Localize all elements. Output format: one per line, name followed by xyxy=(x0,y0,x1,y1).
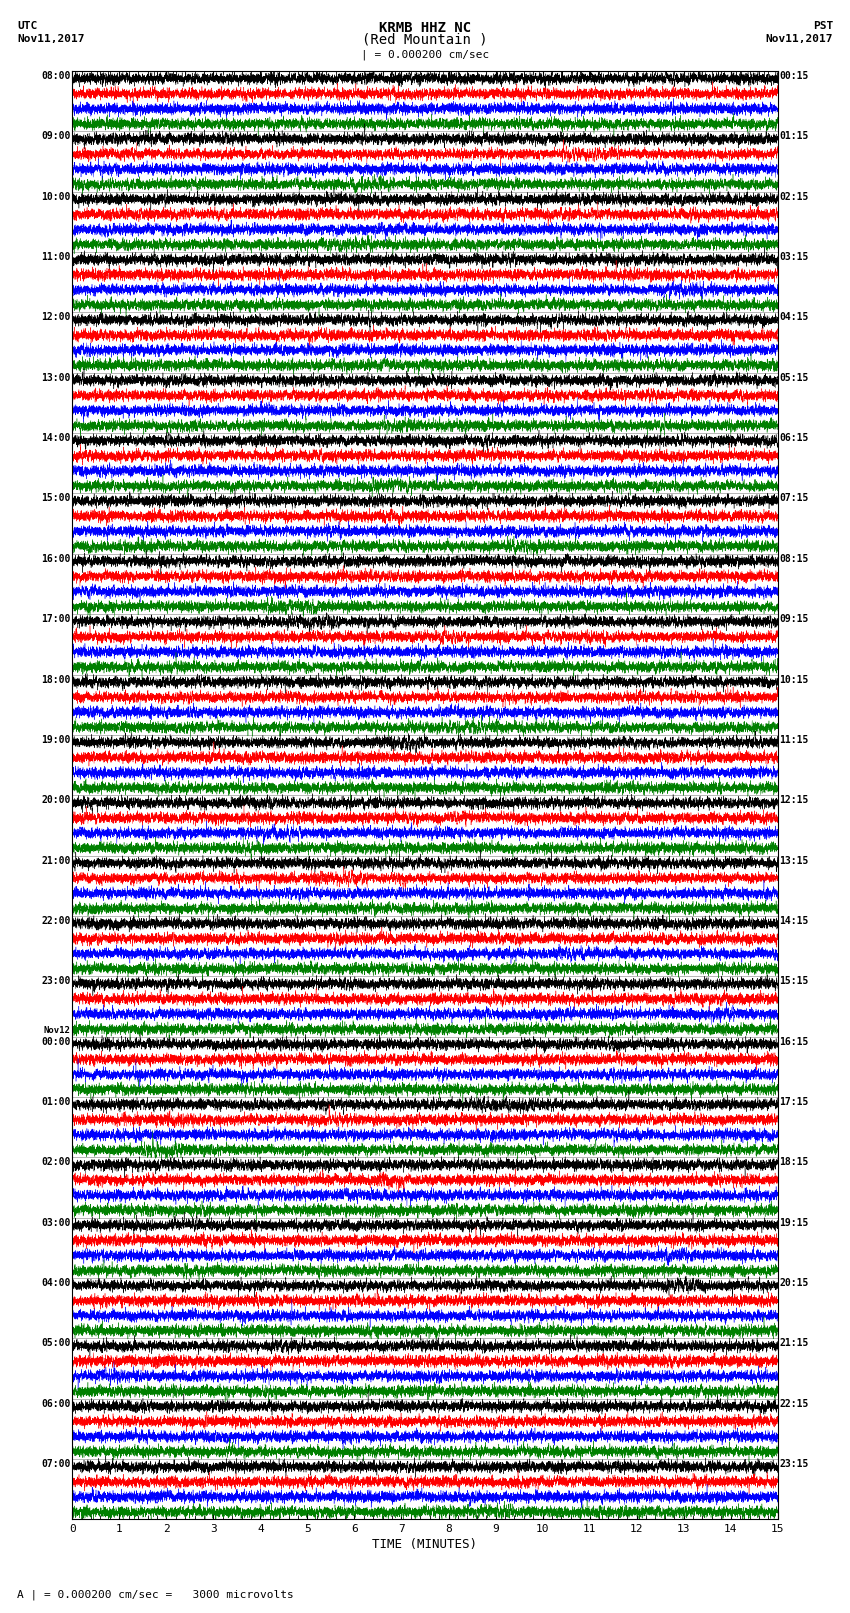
Text: 09:15: 09:15 xyxy=(779,615,808,624)
Text: 08:00: 08:00 xyxy=(42,71,71,81)
Text: 21:00: 21:00 xyxy=(42,855,71,866)
Text: 07:15: 07:15 xyxy=(779,494,808,503)
Text: 19:00: 19:00 xyxy=(42,736,71,745)
Text: 13:15: 13:15 xyxy=(779,855,808,866)
Text: 04:15: 04:15 xyxy=(779,313,808,323)
Text: 20:15: 20:15 xyxy=(779,1277,808,1289)
Text: 04:00: 04:00 xyxy=(42,1277,71,1289)
Text: 15:15: 15:15 xyxy=(779,976,808,986)
Text: (Red Mountain ): (Red Mountain ) xyxy=(362,32,488,47)
Text: 02:15: 02:15 xyxy=(779,192,808,202)
Text: PST: PST xyxy=(813,21,833,31)
Text: 06:00: 06:00 xyxy=(42,1398,71,1408)
Text: | = 0.000200 cm/sec: | = 0.000200 cm/sec xyxy=(361,48,489,60)
Text: 03:15: 03:15 xyxy=(779,252,808,261)
Text: 11:15: 11:15 xyxy=(779,736,808,745)
Text: 23:15: 23:15 xyxy=(779,1460,808,1469)
Text: 00:15: 00:15 xyxy=(779,71,808,81)
Text: 16:15: 16:15 xyxy=(779,1037,808,1047)
Text: 07:00: 07:00 xyxy=(42,1460,71,1469)
Text: 01:00: 01:00 xyxy=(42,1097,71,1107)
Text: 11:00: 11:00 xyxy=(42,252,71,261)
Text: 21:15: 21:15 xyxy=(779,1339,808,1348)
Text: 14:15: 14:15 xyxy=(779,916,808,926)
Text: 00:00: 00:00 xyxy=(42,1037,71,1047)
Text: 12:00: 12:00 xyxy=(42,313,71,323)
Text: Nov11,2017: Nov11,2017 xyxy=(17,34,84,44)
Text: KRMB HHZ NC: KRMB HHZ NC xyxy=(379,21,471,35)
Text: 22:00: 22:00 xyxy=(42,916,71,926)
Text: 23:00: 23:00 xyxy=(42,976,71,986)
Text: 16:00: 16:00 xyxy=(42,553,71,565)
Text: 05:00: 05:00 xyxy=(42,1339,71,1348)
Text: Nov12: Nov12 xyxy=(44,1026,71,1036)
Text: A | = 0.000200 cm/sec =   3000 microvolts: A | = 0.000200 cm/sec = 3000 microvolts xyxy=(17,1589,294,1600)
Text: 17:15: 17:15 xyxy=(779,1097,808,1107)
Text: 18:15: 18:15 xyxy=(779,1158,808,1168)
Text: 03:00: 03:00 xyxy=(42,1218,71,1227)
Text: 22:15: 22:15 xyxy=(779,1398,808,1408)
Text: Nov11,2017: Nov11,2017 xyxy=(766,34,833,44)
X-axis label: TIME (MINUTES): TIME (MINUTES) xyxy=(372,1539,478,1552)
Text: 14:00: 14:00 xyxy=(42,434,71,444)
Text: 17:00: 17:00 xyxy=(42,615,71,624)
Text: 12:15: 12:15 xyxy=(779,795,808,805)
Text: 08:15: 08:15 xyxy=(779,553,808,565)
Text: 10:00: 10:00 xyxy=(42,192,71,202)
Text: 13:00: 13:00 xyxy=(42,373,71,382)
Text: 05:15: 05:15 xyxy=(779,373,808,382)
Text: 01:15: 01:15 xyxy=(779,131,808,142)
Text: UTC: UTC xyxy=(17,21,37,31)
Text: 15:00: 15:00 xyxy=(42,494,71,503)
Text: 10:15: 10:15 xyxy=(779,674,808,684)
Text: 20:00: 20:00 xyxy=(42,795,71,805)
Text: 02:00: 02:00 xyxy=(42,1158,71,1168)
Text: 18:00: 18:00 xyxy=(42,674,71,684)
Text: 19:15: 19:15 xyxy=(779,1218,808,1227)
Text: 09:00: 09:00 xyxy=(42,131,71,142)
Text: 06:15: 06:15 xyxy=(779,434,808,444)
